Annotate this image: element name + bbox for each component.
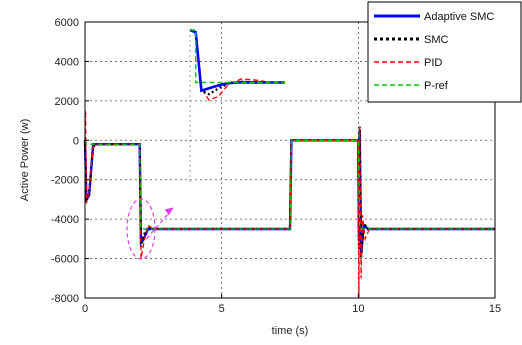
y-tick-label: -6000: [51, 254, 79, 266]
zoom-ellipse: [126, 198, 156, 260]
legend-label: PID: [424, 57, 442, 69]
y-tick-label: -8000: [51, 293, 79, 305]
y-tick-label: -2000: [51, 175, 79, 187]
y-axis-label: Active Power (w): [19, 119, 31, 202]
legend-label: Adaptive SMC: [424, 11, 494, 23]
x-tick-label: 5: [219, 303, 225, 315]
inset-line-adaptive-smc: [189, 28, 285, 93]
x-tick-label: 10: [352, 303, 364, 315]
inset-layer: [189, 28, 285, 185]
series-line-pid: [84, 110, 495, 299]
plot-frame: [84, 21, 496, 299]
x-axis-label: time (s): [272, 325, 309, 337]
series-layer: [83, 110, 495, 299]
y-tick-label: 2000: [55, 96, 79, 108]
y-tick-label: -4000: [51, 214, 79, 226]
y-tick-label: 0: [73, 135, 79, 147]
x-tick-label: 15: [489, 303, 501, 315]
inset-line-p-ref: [190, 29, 285, 84]
ticks: 0 5 10 15 6000 4000 2000 0 -2000 -4000 -6000 -8000: [51, 17, 501, 315]
legend: Adaptive SMC SMC PID P-ref: [367, 1, 522, 103]
y-tick-label: 6000: [55, 17, 79, 29]
legend-label: P-ref: [424, 80, 449, 92]
series-line-smc: [83, 126, 495, 259]
y-tick-label: 4000: [55, 56, 79, 68]
x-tick-label: 0: [82, 303, 88, 315]
legend-label: SMC: [424, 34, 449, 46]
zoom-arrow-head: [164, 207, 174, 216]
series-line-p-ref: [84, 139, 495, 230]
annotation-layer: [126, 198, 175, 260]
